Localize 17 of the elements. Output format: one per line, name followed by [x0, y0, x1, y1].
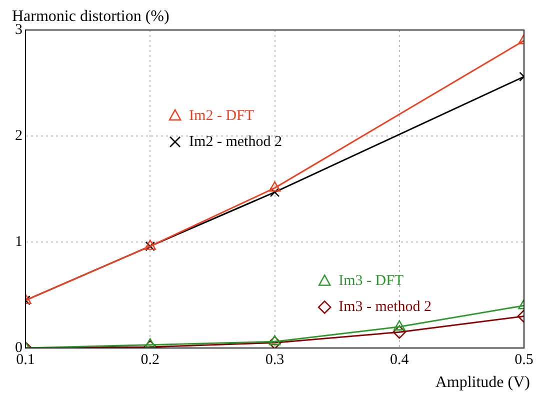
- x-tick-label: 0.3: [265, 352, 284, 368]
- legend-label: Im3 - DFT: [338, 273, 404, 290]
- point: [394, 320, 406, 330]
- point: [268, 181, 281, 192]
- x-tick-label: 0.4: [390, 352, 410, 368]
- x-tick-label: 0.1: [16, 352, 35, 368]
- x-tick-label: 0.5: [514, 352, 534, 368]
- legend-label: Im2 - DFT: [189, 108, 254, 124]
- point: [268, 334, 281, 346]
- y-tick-label: 1: [15, 234, 22, 250]
- point: [392, 325, 406, 339]
- x-tick-label: 0.2: [140, 352, 160, 368]
- legend-label: Im3 - method 2: [338, 299, 432, 316]
- y-tick-label: 2: [15, 128, 22, 144]
- point: [268, 336, 282, 348]
- legend-label: Im2 - method 2: [189, 134, 282, 150]
- x-axis-title: Amplitude (V): [435, 374, 530, 392]
